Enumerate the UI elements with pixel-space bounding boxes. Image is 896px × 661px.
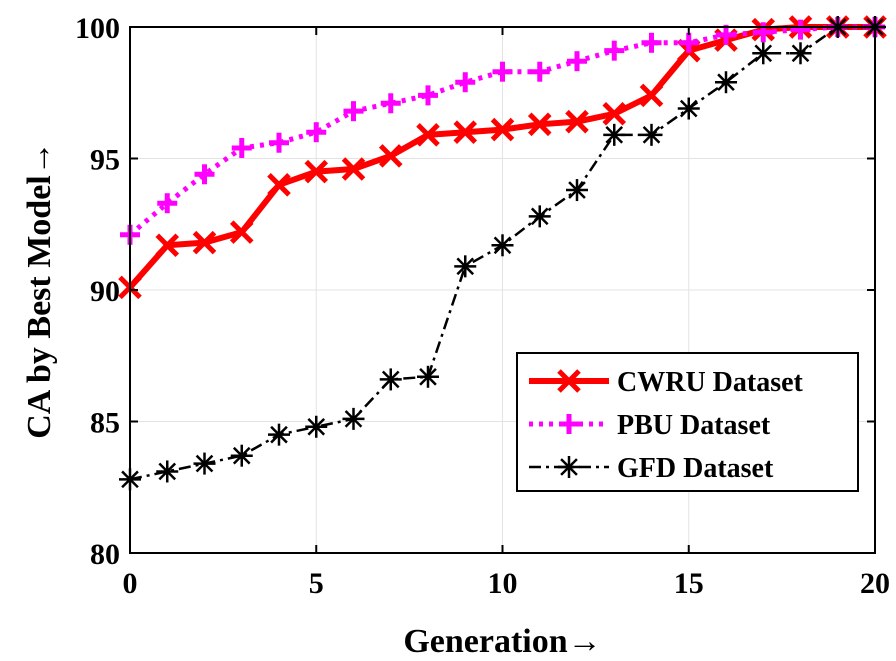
marker-plus	[492, 61, 513, 82]
axis-ticks	[129, 26, 876, 554]
marker-asterisk	[268, 423, 290, 446]
marker-plus	[231, 137, 252, 158]
marker-asterisk	[379, 368, 402, 391]
marker-plus	[306, 122, 327, 143]
marker-asterisk	[230, 444, 253, 467]
marker-plus	[604, 40, 625, 61]
y-tick-label: 90	[90, 275, 120, 308]
marker-plus	[455, 72, 476, 93]
tick-labels: 0 5 10 15 20 80 85 90 95 100	[75, 12, 890, 600]
marker-asterisk	[715, 71, 737, 94]
marker-x	[639, 83, 664, 108]
marker-asterisk	[566, 179, 588, 202]
marker-plus	[559, 414, 579, 434]
x-tick-label: 20	[860, 567, 890, 600]
marker-x	[304, 159, 329, 184]
marker-plus	[269, 132, 289, 153]
marker-x	[416, 123, 440, 147]
marker-x	[378, 144, 403, 168]
marker-asterisk	[156, 460, 179, 483]
marker-asterisk	[491, 234, 514, 257]
marker-plus	[418, 85, 438, 106]
y-tick-label: 80	[90, 538, 120, 571]
marker-plus	[567, 51, 587, 72]
x-tick-label: 10	[488, 567, 518, 600]
marker-plus	[678, 32, 699, 53]
x-tick-label: 5	[309, 567, 324, 600]
marker-asterisk	[342, 407, 365, 430]
marker-asterisk	[640, 123, 663, 146]
y-tick-label: 100	[75, 12, 120, 45]
legend-item: CWRU Dataset	[529, 367, 804, 398]
marker-asterisk	[789, 42, 812, 65]
marker-asterisk	[752, 42, 775, 65]
marker-x	[341, 157, 366, 181]
x-tick-label: 15	[674, 567, 704, 600]
marker-x	[453, 120, 478, 144]
y-tick-label: 85	[90, 407, 120, 440]
marker-x	[490, 117, 515, 142]
marker-plus	[790, 19, 811, 40]
marker-x	[192, 230, 217, 255]
marker-plus	[716, 24, 736, 45]
marker-x	[155, 233, 180, 258]
legend-item: GFD Dataset	[529, 453, 774, 484]
marker-x	[565, 109, 589, 134]
legend-label: GFD Dataset	[617, 453, 774, 484]
marker-x	[557, 369, 581, 393]
marker-asterisk	[558, 456, 580, 478]
marker-plus	[641, 32, 662, 53]
marker-plus	[343, 101, 364, 122]
marker-asterisk	[417, 365, 439, 388]
marker-plus	[529, 61, 550, 82]
marker-plus	[194, 164, 215, 185]
marker-plus	[157, 193, 178, 214]
y-tick-label: 95	[90, 144, 120, 177]
marker-asterisk	[454, 255, 477, 278]
marker-x	[229, 220, 254, 244]
marker-x	[267, 173, 291, 197]
marker-x	[527, 112, 552, 137]
legend: CWRU Dataset PBU Dataset GFD Dataset	[516, 352, 859, 492]
marker-plus	[380, 93, 401, 114]
marker-asterisk	[305, 415, 328, 438]
marker-asterisk	[528, 205, 551, 228]
x-tick-label: 0	[123, 567, 138, 600]
x-axis-title: Generation→	[403, 623, 601, 660]
marker-x	[602, 102, 627, 126]
marker-asterisk	[193, 452, 216, 475]
marker-plus	[753, 22, 774, 43]
y-axis-title: CA by Best Model→	[21, 141, 58, 439]
marker-asterisk	[677, 97, 700, 120]
marker-asterisk	[603, 123, 626, 146]
legend-item: PBU Dataset	[529, 410, 771, 441]
legend-label: CWRU Dataset	[617, 367, 804, 398]
legend-label: PBU Dataset	[617, 410, 771, 441]
